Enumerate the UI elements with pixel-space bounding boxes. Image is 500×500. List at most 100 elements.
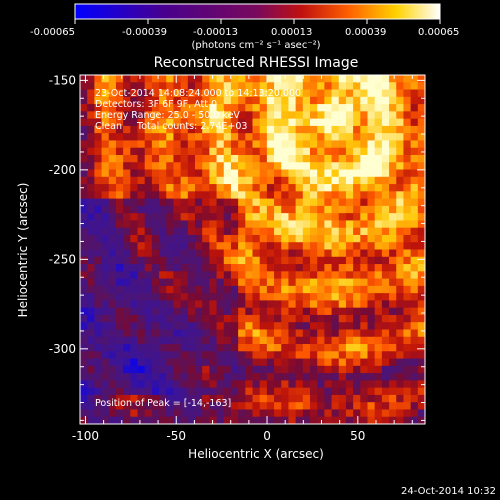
image-pixel [338, 256, 347, 265]
image-pixel [288, 300, 297, 309]
image-pixel [367, 184, 376, 192]
image-pixel [360, 409, 369, 418]
image-pixel [403, 191, 412, 200]
image-pixel [381, 380, 390, 389]
image-pixel [87, 373, 95, 381]
image-pixel [417, 104, 425, 112]
image-pixel [338, 140, 347, 149]
image-pixel [331, 249, 340, 258]
image-pixel [295, 293, 304, 301]
image-pixel [331, 336, 340, 345]
image-pixel [180, 82, 189, 91]
image-pixel [360, 220, 369, 229]
image-pixel [202, 394, 210, 403]
image-pixel [180, 205, 189, 214]
image-pixel [80, 111, 88, 120]
image-pixel [252, 278, 261, 287]
image-pixel [345, 249, 354, 258]
image-pixel [94, 111, 103, 120]
image-pixel [310, 380, 318, 389]
image-pixel [353, 242, 361, 251]
image-pixel [202, 409, 210, 418]
image-pixel [195, 242, 203, 251]
image-pixel [274, 227, 282, 236]
image-pixel [216, 285, 225, 294]
image-pixel [202, 271, 210, 280]
image-pixel [317, 409, 325, 418]
image-pixel [137, 198, 146, 207]
image-pixel [144, 176, 153, 185]
image-pixel [245, 104, 254, 112]
annotation-clean-counts: Clean Total counts: 2.74E+03 [95, 121, 247, 132]
image-pixel [130, 402, 139, 411]
image-pixel [238, 300, 246, 309]
image-pixel [360, 307, 369, 316]
image-pixel [288, 242, 297, 251]
image-pixel [381, 314, 390, 323]
image-pixel [295, 249, 304, 258]
image-pixel [230, 416, 239, 424]
image-pixel [367, 387, 376, 396]
image-pixel [245, 227, 254, 236]
image-pixel [259, 271, 268, 280]
image-pixel [101, 380, 110, 389]
image-pixel [381, 198, 390, 207]
image-pixel [166, 380, 175, 389]
image-pixel [389, 329, 397, 338]
image-pixel [230, 249, 239, 258]
image-pixel [123, 322, 131, 331]
image-pixel [115, 387, 124, 396]
image-pixel [245, 176, 254, 185]
image-pixel [331, 198, 340, 207]
image-pixel [403, 285, 412, 294]
image-pixel [180, 344, 189, 352]
image-pixel [381, 373, 390, 381]
image-pixel [410, 256, 419, 265]
image-pixel [223, 111, 232, 120]
image-pixel [331, 380, 340, 389]
image-pixel [295, 111, 304, 120]
image-pixel [202, 111, 210, 120]
image-pixel [317, 104, 325, 112]
image-pixel [288, 140, 297, 149]
image-pixel [259, 329, 268, 338]
image-pixel [101, 365, 110, 374]
image-pixel [144, 300, 153, 309]
image-pixel [381, 416, 390, 424]
image-pixel [396, 96, 405, 105]
image-pixel [94, 96, 103, 105]
image-pixel [360, 191, 369, 200]
image-pixel [130, 184, 139, 192]
image-pixel [230, 104, 239, 112]
image-pixel [345, 336, 354, 345]
image-pixel [302, 387, 311, 396]
image-pixel [381, 394, 390, 403]
image-pixel [310, 162, 318, 171]
image-pixel [159, 380, 167, 389]
image-pixel [302, 89, 311, 98]
image-pixel [281, 184, 290, 192]
image-pixel [166, 322, 175, 331]
image-pixel [238, 271, 246, 280]
image-pixel [195, 344, 203, 352]
image-pixel [324, 154, 333, 163]
image-pixel [159, 213, 167, 222]
image-pixel [252, 307, 261, 316]
image-pixel [324, 125, 333, 134]
image-pixel [345, 169, 354, 178]
image-pixel [353, 184, 361, 192]
image-pixel [324, 358, 333, 367]
image-pixel [274, 256, 282, 265]
image-pixel [259, 416, 268, 424]
image-pixel [353, 89, 361, 98]
image-pixel [360, 351, 369, 360]
image-pixel [94, 176, 103, 185]
image-pixel [159, 111, 167, 120]
image-pixel [281, 242, 290, 251]
image-pixel [180, 198, 189, 207]
image-pixel [209, 285, 218, 294]
image-pixel [389, 75, 397, 83]
image-pixel [180, 162, 189, 171]
image-pixel [403, 416, 412, 424]
image-pixel [274, 191, 282, 200]
